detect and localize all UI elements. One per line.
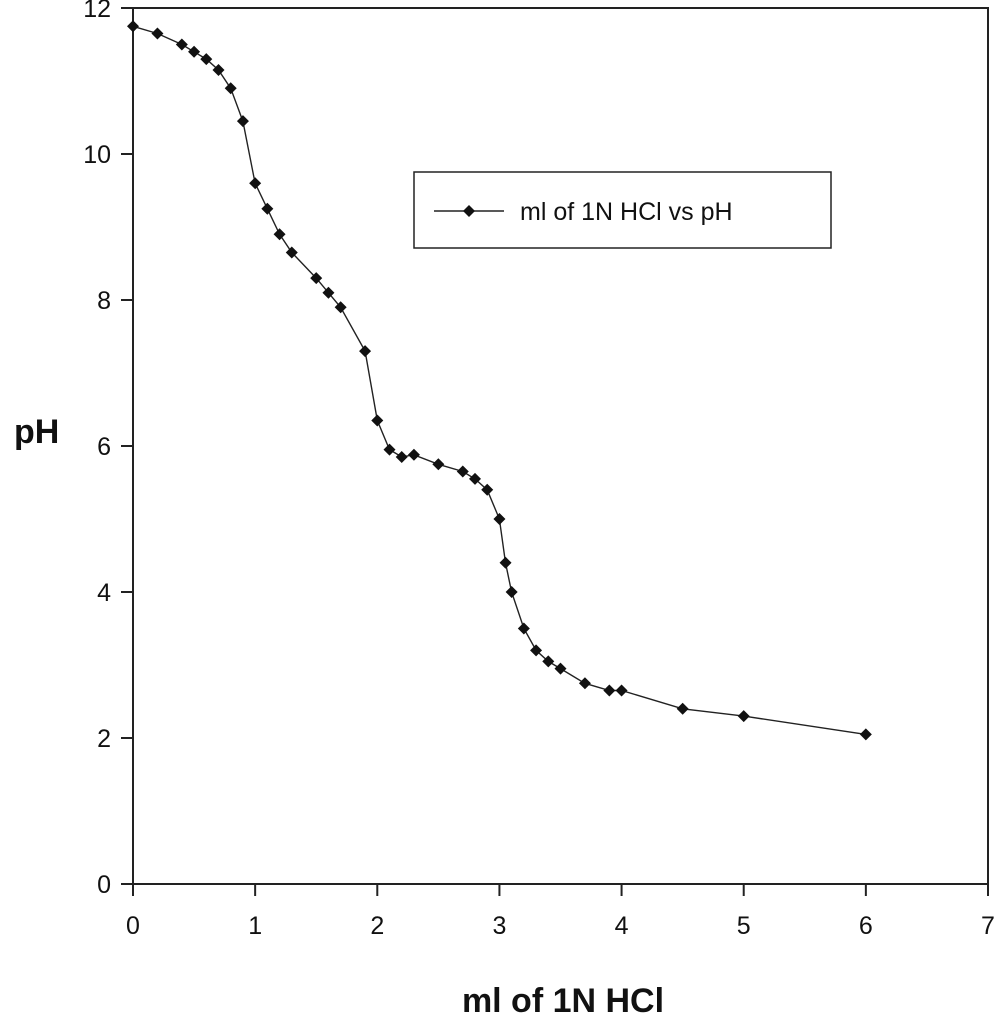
y-tick-label: 0 — [97, 871, 111, 899]
data-point — [554, 662, 567, 675]
data-point — [273, 228, 286, 241]
y-axis: 0 2 4 6 8 10 12 — [83, 0, 133, 899]
y-tick-label: 6 — [97, 433, 111, 461]
plot-frame — [132, 7, 989, 885]
data-point — [334, 301, 347, 314]
data-point — [249, 177, 262, 190]
legend-box — [413, 171, 832, 249]
data-point — [310, 272, 323, 285]
data-point — [407, 448, 420, 461]
data-point — [737, 710, 750, 723]
data-point — [517, 622, 530, 635]
data-point — [505, 586, 518, 598]
data-point — [499, 556, 512, 569]
data-point — [469, 472, 481, 485]
data-point — [175, 38, 188, 51]
data-point — [859, 728, 872, 741]
data-point — [224, 82, 237, 95]
series-line — [132, 25, 867, 736]
data-point — [261, 202, 274, 215]
x-axis-title: ml of 1N HCl — [462, 982, 664, 1020]
data-point — [127, 20, 139, 33]
data-point — [432, 458, 445, 471]
data-point — [188, 45, 201, 58]
data-point — [151, 27, 164, 40]
data-point — [676, 702, 689, 715]
data-point — [359, 345, 372, 358]
x-axis: 0 1 2 3 4 5 6 7 — [126, 884, 995, 940]
data-point — [603, 684, 616, 697]
y-tick-label: 2 — [97, 725, 111, 753]
data-point — [481, 483, 494, 496]
legend-entry: ml of 1N HCl vs pH — [520, 198, 733, 226]
data-point — [456, 465, 469, 478]
data-point — [615, 684, 628, 697]
data-point — [236, 115, 249, 128]
x-tick-label: 0 — [126, 912, 140, 940]
data-point — [493, 513, 506, 525]
data-point — [395, 450, 408, 463]
series-markers — [127, 20, 872, 741]
x-tick-label: 5 — [737, 912, 751, 940]
y-tick-label: 8 — [97, 287, 111, 315]
x-tick-label: 2 — [370, 912, 384, 940]
data-point — [212, 64, 225, 77]
x-tick-label: 4 — [615, 912, 629, 940]
x-tick-label: 6 — [859, 912, 873, 940]
data-point — [322, 286, 335, 299]
data-point — [200, 53, 213, 66]
x-tick-label: 3 — [492, 912, 506, 940]
y-tick-label: 10 — [83, 141, 111, 169]
data-point — [578, 677, 591, 690]
data-point — [530, 644, 543, 657]
data-point — [542, 655, 555, 668]
legend-marker-sample — [463, 205, 475, 217]
y-tick-label: 4 — [97, 579, 111, 607]
x-tick-label: 7 — [981, 912, 995, 940]
y-axis-title: pH — [14, 413, 59, 451]
x-tick-label: 1 — [248, 912, 262, 940]
data-point — [383, 443, 396, 456]
data-point — [285, 246, 298, 259]
y-tick-label: 12 — [83, 0, 111, 23]
legend: ml of 1N HCl vs pH — [413, 171, 832, 249]
data-point — [371, 414, 384, 427]
